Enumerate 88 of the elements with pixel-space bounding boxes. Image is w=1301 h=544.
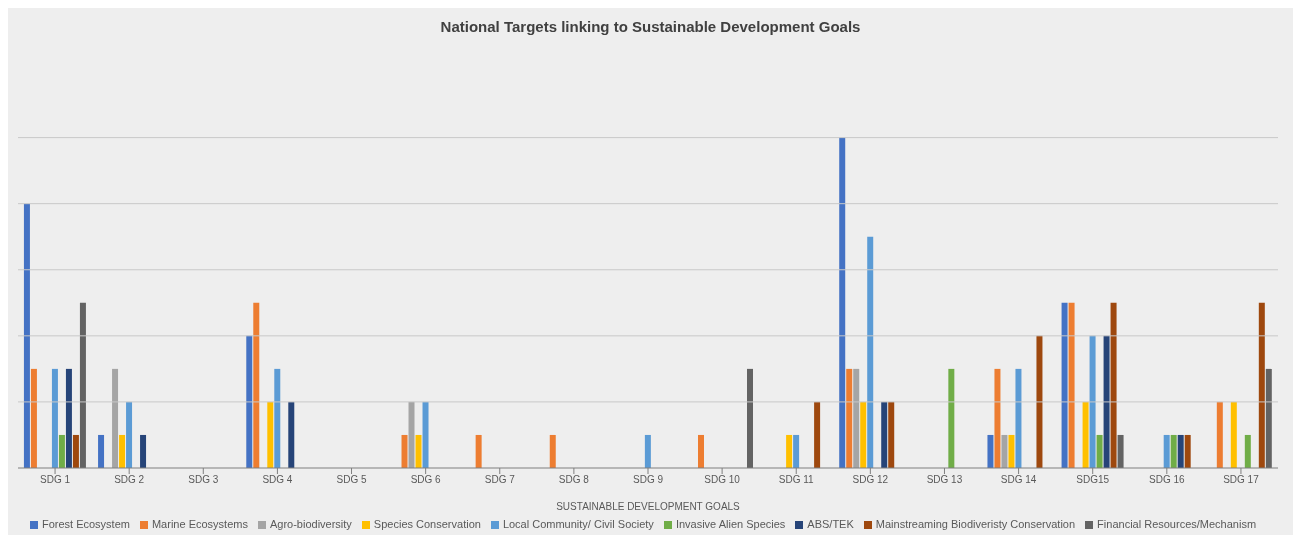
bar bbox=[288, 401, 295, 468]
bar bbox=[408, 401, 415, 468]
bar bbox=[1110, 302, 1117, 468]
x-tick-label: SDG 7 bbox=[484, 474, 516, 486]
bar bbox=[246, 335, 253, 468]
x-axis-title: SUSTAINABLE DEVELOPMENT GOALS bbox=[556, 501, 741, 512]
bar bbox=[1177, 434, 1184, 468]
bar bbox=[51, 368, 58, 468]
x-tick-label: SDG 8 bbox=[558, 474, 590, 486]
bar bbox=[1163, 434, 1170, 468]
bar bbox=[30, 368, 37, 468]
bar bbox=[1258, 302, 1265, 468]
bar bbox=[112, 368, 119, 468]
x-tick-label: SDG 3 bbox=[188, 474, 219, 486]
bar bbox=[1170, 434, 1177, 468]
x-tick-label: SDG 11 bbox=[778, 474, 815, 486]
bar bbox=[867, 236, 874, 468]
legend-label: Local Community/ Civil Society bbox=[502, 518, 654, 530]
bar bbox=[1001, 434, 1008, 468]
bar bbox=[65, 368, 72, 468]
bar bbox=[994, 368, 1001, 468]
legend-label: Marine Ecosystems bbox=[151, 518, 248, 530]
bar bbox=[1117, 434, 1124, 468]
bar bbox=[888, 401, 895, 468]
x-tick-label: SDG 13 bbox=[926, 474, 963, 486]
x-tick-label: SDG 10 bbox=[704, 474, 741, 486]
bar bbox=[853, 368, 860, 468]
x-tick-label: SDG15 bbox=[1076, 474, 1110, 486]
bar bbox=[1082, 401, 1089, 468]
bar bbox=[1089, 335, 1096, 468]
x-tick-label: SDG 5 bbox=[336, 474, 367, 486]
bar bbox=[1015, 368, 1022, 468]
bar bbox=[746, 368, 753, 468]
legend-label: Financial Resources/Mechanism bbox=[1097, 518, 1257, 530]
bar bbox=[58, 434, 65, 468]
legend-label: Mainstreaming Biodiveristy Conservation bbox=[875, 518, 1076, 530]
bar bbox=[23, 203, 30, 468]
bar bbox=[881, 401, 888, 468]
bar bbox=[274, 368, 281, 468]
legend-label: Species Conservation bbox=[373, 518, 481, 530]
bar bbox=[814, 401, 821, 468]
bar bbox=[401, 434, 408, 468]
x-tick-label: SDG 12 bbox=[852, 474, 889, 486]
bar bbox=[422, 401, 429, 468]
legend-label: Forest Ecosystem bbox=[41, 518, 130, 530]
bar bbox=[987, 434, 994, 468]
bar bbox=[860, 401, 867, 468]
bar bbox=[948, 368, 955, 468]
bar bbox=[415, 434, 422, 468]
legend-label: Agro-biodiversity bbox=[269, 518, 352, 530]
bar bbox=[140, 434, 147, 468]
x-tick-label: SDG 14 bbox=[1000, 474, 1037, 486]
bar bbox=[1103, 335, 1110, 468]
legend-label: ABS/TEK bbox=[807, 518, 854, 530]
bar bbox=[1036, 335, 1043, 468]
bar bbox=[119, 434, 126, 468]
bar bbox=[846, 368, 853, 468]
bar bbox=[253, 302, 260, 468]
bar bbox=[793, 434, 800, 468]
bar bbox=[1265, 368, 1272, 468]
x-tick-label: SDG 9 bbox=[632, 474, 664, 486]
bar bbox=[1244, 434, 1251, 468]
x-tick-label: SDG 16 bbox=[1149, 474, 1186, 486]
bar bbox=[72, 434, 79, 468]
x-tick-label: SDG 4 bbox=[262, 474, 293, 486]
bar bbox=[697, 434, 704, 468]
bar bbox=[1184, 434, 1191, 468]
bar bbox=[267, 401, 274, 468]
bar bbox=[98, 434, 105, 468]
bar bbox=[126, 401, 133, 468]
bar bbox=[1068, 302, 1075, 468]
bar bbox=[786, 434, 793, 468]
bar bbox=[549, 434, 556, 468]
x-tick-label: SDG 1 bbox=[40, 474, 71, 486]
bar bbox=[644, 434, 651, 468]
chart-title: National Targets linking to Sustainable Development Goals bbox=[439, 17, 862, 35]
bar bbox=[1216, 401, 1223, 468]
bar bbox=[475, 434, 482, 468]
bar bbox=[839, 137, 846, 468]
bar bbox=[79, 302, 86, 468]
x-tick-label: SDG 17 bbox=[1223, 474, 1260, 486]
x-tick-label: SDG 2 bbox=[114, 474, 145, 486]
x-tick-label: SDG 6 bbox=[410, 474, 442, 486]
bar bbox=[1230, 401, 1237, 468]
bar bbox=[1096, 434, 1103, 468]
bar bbox=[1008, 434, 1015, 468]
legend-label: Invasive Alien Species bbox=[675, 518, 786, 530]
bar bbox=[1061, 302, 1068, 468]
